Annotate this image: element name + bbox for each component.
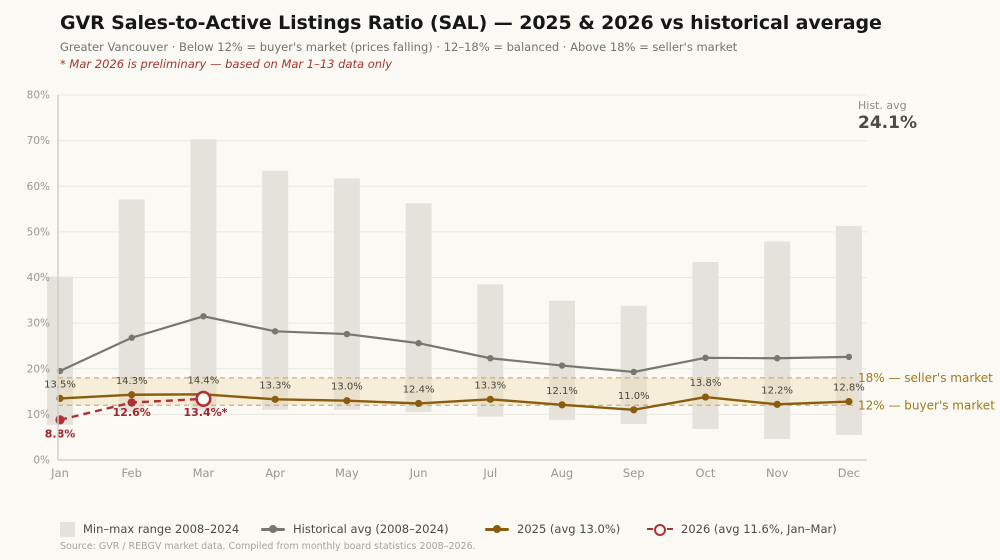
source-note: Source: GVR / REBGV market data. Compile… (60, 541, 476, 552)
legend-label-minmax-range: Min–max range 2008–2024 (83, 522, 240, 536)
historical-avg-line (59, 315, 849, 374)
x-tick-oct: Oct (696, 466, 716, 480)
y-tick-40: 40% (27, 272, 50, 284)
x-tick-nov: Nov (766, 466, 789, 480)
value-label-2025-jul: 13.3% (474, 380, 506, 391)
point-2025-nov (773, 400, 781, 408)
value-label-2026-feb: 12.6% (113, 406, 151, 419)
hist-point-may (343, 330, 351, 338)
preliminary-note: * Mar 2026 is preliminary — based on Mar… (60, 57, 393, 71)
hist-avg-value: 24.1% (858, 112, 917, 133)
point-2025-jul (486, 395, 494, 403)
historical-avg-line-icon (261, 527, 285, 531)
legend-label-2026: 2026 (avg 11.6%, Jan–Mar) (681, 522, 837, 536)
range-bar-sep (620, 305, 647, 424)
value-label-2025-apr: 13.3% (259, 380, 291, 391)
threshold-label-18: 18% — seller's market (858, 371, 993, 385)
range-bar-oct (692, 261, 719, 429)
x-tick-apr: Apr (265, 466, 285, 480)
sal-chart: 18% — seller's market 12% — buyer's marke… (27, 90, 996, 481)
range-bar-nov (764, 241, 791, 440)
x-tick-feb: Feb (122, 466, 142, 480)
x-tick-aug: Aug (551, 466, 573, 480)
hist-point-aug (558, 362, 566, 369)
legend-item-2025[interactable]: 2025 (avg 13.0%) (485, 521, 620, 537)
y-tick-20: 20% (27, 363, 50, 375)
x-tick-mar: Mar (193, 466, 215, 480)
hist-point-feb (128, 334, 135, 341)
value-label-2025-nov: 12.2% (761, 385, 793, 396)
range-bar-jul (477, 284, 504, 417)
value-label-2025-jun: 12.4% (403, 384, 435, 395)
y-tick-60: 60% (27, 181, 50, 193)
range-bar-may (333, 178, 360, 410)
threshold-label-12: 12% — buyer's market (858, 398, 995, 412)
value-label-2025-oct: 13.8% (690, 378, 722, 389)
point-2025-dec (845, 398, 853, 406)
value-label-2025-may: 13.0% (331, 382, 363, 393)
legend-item-minmax-range[interactable]: Min–max range 2008–2024 (60, 521, 239, 537)
hist-avg-annotation: Hist. avg 24.1% (858, 99, 917, 134)
chart-subtitle: Greater Vancouver · Below 12% = buyer's … (60, 40, 738, 54)
x-tick-jun: Jun (409, 466, 428, 480)
value-label-2025-jan: 13.5% (44, 379, 76, 390)
hist-point-nov (773, 355, 781, 362)
page-title: GVR Sales-to-Active Listings Ratio (SAL)… (60, 12, 882, 34)
x-tick-jan: Jan (50, 466, 69, 480)
point-2025-sep (630, 406, 638, 414)
dashed-line-2026-icon (647, 528, 673, 530)
range-bar-feb (118, 199, 145, 413)
x-tick-sep: Sep (623, 466, 645, 480)
value-label-2026-jan: 8.8% (45, 427, 76, 440)
hist-avg-label: Hist. avg (858, 99, 907, 112)
point-2025-feb (128, 391, 136, 399)
hist-point-jun (415, 340, 422, 347)
value-label-2025-feb: 14.3% (116, 376, 148, 387)
legend-label-historical-avg: Historical avg (2008–2024) (293, 522, 449, 536)
x-tick-jul: Jul (482, 466, 497, 480)
y-tick-10: 10% (27, 409, 50, 421)
hist-point-oct (702, 354, 709, 361)
line-2025 (59, 393, 849, 412)
point-2025-apr (271, 395, 279, 403)
hist-point-mar (200, 313, 207, 320)
value-label-2025-aug: 12.1% (546, 386, 578, 397)
y-tick-0: 0% (33, 455, 50, 467)
point-2025-may (343, 397, 351, 405)
value-label-2025-sep: 11.0% (618, 391, 650, 402)
point-2026-jan (55, 415, 65, 425)
point-2025-jun (414, 399, 423, 408)
range-bar-aug (549, 300, 576, 420)
range-bar-mar (190, 139, 217, 410)
legend-item-historical-avg[interactable]: Historical avg (2008–2024) (261, 521, 449, 537)
y-tick-80: 80% (27, 90, 50, 102)
legend-label-2025: 2025 (avg 13.0%) (517, 522, 621, 536)
point-2025-aug (558, 401, 566, 409)
legend-item-2026[interactable]: 2026 (avg 11.6%, Jan–Mar) (647, 521, 837, 537)
hist-point-jul (487, 355, 494, 362)
y-tick-70: 70% (27, 135, 50, 147)
point-2026-open-mar (195, 390, 212, 407)
value-label-2025-mar: 14.4% (188, 375, 220, 386)
x-tick-dec: Dec (838, 466, 860, 480)
y-tick-30: 30% (27, 318, 50, 330)
point-2025-oct (701, 393, 710, 401)
range-bar-apr (262, 170, 289, 410)
minmax-range-swatch-icon (60, 521, 75, 537)
x-tick-may: May (335, 466, 359, 480)
y-tick-50: 50% (27, 226, 50, 238)
value-label-2025-dec: 12.8% (833, 383, 865, 394)
point-2026-feb (127, 398, 136, 407)
hist-point-sep (630, 368, 637, 376)
hist-point-dec (845, 353, 853, 361)
hist-point-apr (271, 328, 279, 335)
value-label-2026-mar: 13.4%* (183, 406, 227, 419)
line-2025-icon (485, 527, 509, 531)
